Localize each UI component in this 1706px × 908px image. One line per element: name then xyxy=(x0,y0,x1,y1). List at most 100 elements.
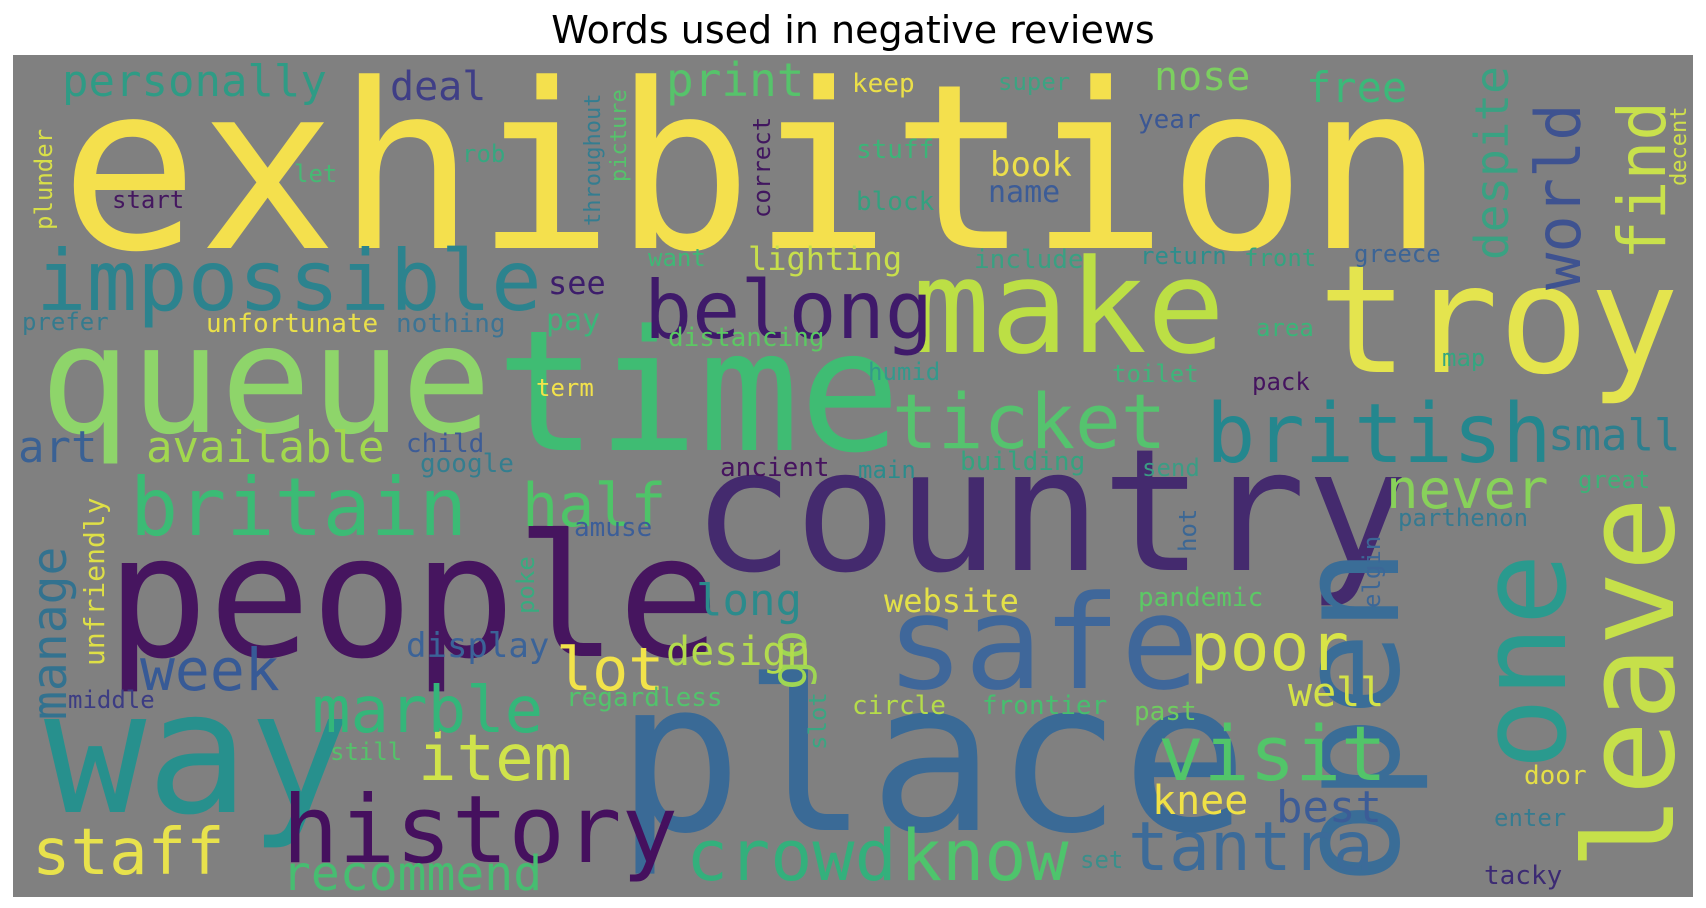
word-despite: despite xyxy=(1465,66,1519,260)
word-british: british xyxy=(1206,387,1552,482)
word-week: week xyxy=(140,636,280,704)
word-personally: personally xyxy=(62,56,327,107)
word-best: best xyxy=(1276,782,1382,833)
word-start: start xyxy=(112,186,184,214)
word-people: people xyxy=(106,499,720,697)
word-small: small xyxy=(1548,410,1680,461)
word-term: term xyxy=(536,374,594,402)
word-nothing: nothing xyxy=(396,309,506,339)
word-country: country xyxy=(692,413,1408,611)
word-poke: poke xyxy=(512,556,540,614)
word-want: want xyxy=(648,244,706,272)
word-super: super xyxy=(998,68,1070,96)
word-past: past xyxy=(1134,697,1197,727)
word-time: time xyxy=(496,294,901,490)
word-belong: belong xyxy=(644,264,933,357)
word-design: design xyxy=(666,629,811,675)
word-picture: picture xyxy=(607,89,632,182)
word-throughout: throughout xyxy=(581,94,606,226)
word-leave: leave xyxy=(1559,497,1703,870)
word-well: well xyxy=(1288,670,1384,716)
word-map: map xyxy=(1442,344,1485,372)
word-find: find xyxy=(1604,101,1681,260)
word-toilet: toilet xyxy=(1112,360,1199,388)
word-unfortunate: unfortunate xyxy=(206,309,378,339)
word-recommend: recommend xyxy=(282,846,542,902)
word-correct: correct xyxy=(748,117,776,218)
word-let: let xyxy=(294,160,337,188)
word-rob: rob xyxy=(462,140,505,168)
word-half: half xyxy=(522,471,667,541)
word-art: art xyxy=(18,422,97,473)
word-block: block xyxy=(856,187,935,217)
word-nose: nose xyxy=(1154,54,1250,100)
word-greece: greece xyxy=(1354,240,1441,268)
word-elgin: elgin xyxy=(1358,536,1386,608)
word-still: still xyxy=(330,738,402,766)
word-middle: middle xyxy=(68,686,155,714)
word-see: see xyxy=(548,264,606,302)
word-great: great xyxy=(1578,466,1650,494)
word-lighting: lighting xyxy=(748,240,902,278)
word-name: name xyxy=(988,175,1060,210)
word-tacky: tacky xyxy=(1484,861,1562,891)
word-marble: marble xyxy=(312,674,543,748)
word-include: include xyxy=(974,245,1084,275)
word-never: never xyxy=(1386,458,1549,521)
chart-title: Words used in negative reviews xyxy=(551,8,1155,52)
word-area: area xyxy=(1256,314,1314,342)
word-year: year xyxy=(1138,105,1201,135)
word-item: item xyxy=(418,722,572,796)
word-make: make xyxy=(912,231,1225,383)
word-display: display xyxy=(406,626,549,666)
word-ticket: ticket xyxy=(892,377,1167,466)
word-humid: humid xyxy=(868,358,940,386)
word-britain: britain xyxy=(130,461,467,554)
word-decent: decent xyxy=(1667,107,1692,186)
word-amuse: amuse xyxy=(574,513,652,543)
word-world: world xyxy=(1522,103,1595,290)
word-troy: troy xyxy=(1318,234,1679,408)
word-deal: deal xyxy=(390,64,486,110)
word-google: google xyxy=(420,449,514,479)
word-front: front xyxy=(1244,244,1316,272)
word-ancient: ancient xyxy=(720,453,830,483)
word-book: book xyxy=(990,145,1072,185)
word-pandemic: pandemic xyxy=(1138,583,1263,613)
word-enter: enter xyxy=(1494,804,1566,832)
word-keep: keep xyxy=(852,69,915,99)
word-staff: staff xyxy=(32,816,225,890)
word-unfriendly: unfriendly xyxy=(78,497,111,666)
word-hot: hot xyxy=(1174,509,1202,552)
word-history: history xyxy=(282,776,678,885)
word-regardless: regardless xyxy=(566,683,723,713)
word-crowd: crowd xyxy=(686,815,897,897)
word-manage: manage xyxy=(22,547,78,720)
word-pay: pay xyxy=(546,303,600,338)
word-way: way xyxy=(44,655,351,853)
word-return: return xyxy=(1140,242,1227,270)
word-long: long xyxy=(696,575,802,626)
word-place: place xyxy=(616,635,1248,880)
word-know: know xyxy=(900,815,1069,897)
word-distancing: distancing xyxy=(668,323,825,353)
cloud-background xyxy=(13,55,1693,897)
word-door: door xyxy=(1524,761,1587,791)
word-tantra: tantra xyxy=(1128,808,1374,887)
word-main: main xyxy=(858,456,916,484)
word-slot: slot xyxy=(804,692,832,750)
word-circle: circle xyxy=(852,691,946,721)
word-available: available xyxy=(146,422,384,473)
word-building: building xyxy=(960,447,1085,477)
word-print: print xyxy=(666,53,804,107)
word-plunder: plunder xyxy=(30,129,58,230)
word-queue: queue xyxy=(40,294,492,468)
word-impossible: impossible xyxy=(36,232,542,330)
word-visit: visit xyxy=(1158,709,1387,798)
word-go: go xyxy=(760,630,818,690)
word-prefer: prefer xyxy=(22,308,109,336)
word-free: free xyxy=(1306,63,1407,112)
word-poor: poor xyxy=(1190,609,1349,686)
